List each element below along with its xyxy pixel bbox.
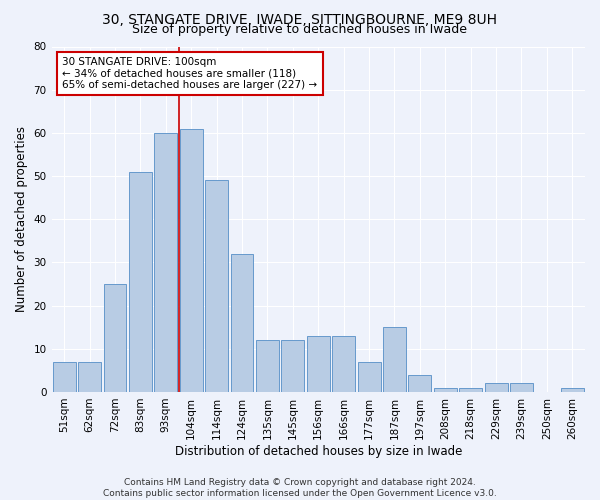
Bar <box>485 384 508 392</box>
Bar <box>256 340 279 392</box>
Text: Size of property relative to detached houses in Iwade: Size of property relative to detached ho… <box>133 22 467 36</box>
Text: 30, STANGATE DRIVE, IWADE, SITTINGBOURNE, ME9 8UH: 30, STANGATE DRIVE, IWADE, SITTINGBOURNE… <box>103 12 497 26</box>
Bar <box>180 128 203 392</box>
Bar <box>230 254 253 392</box>
Bar <box>307 336 330 392</box>
Bar <box>78 362 101 392</box>
Y-axis label: Number of detached properties: Number of detached properties <box>15 126 28 312</box>
Bar <box>358 362 380 392</box>
Bar <box>510 384 533 392</box>
X-axis label: Distribution of detached houses by size in Iwade: Distribution of detached houses by size … <box>175 444 462 458</box>
Text: Contains HM Land Registry data © Crown copyright and database right 2024.
Contai: Contains HM Land Registry data © Crown c… <box>103 478 497 498</box>
Bar <box>205 180 228 392</box>
Bar <box>409 374 431 392</box>
Bar <box>459 388 482 392</box>
Text: 30 STANGATE DRIVE: 100sqm
← 34% of detached houses are smaller (118)
65% of semi: 30 STANGATE DRIVE: 100sqm ← 34% of detac… <box>62 57 317 90</box>
Bar <box>154 133 177 392</box>
Bar <box>383 327 406 392</box>
Bar <box>129 172 152 392</box>
Bar <box>281 340 304 392</box>
Bar <box>434 388 457 392</box>
Bar <box>332 336 355 392</box>
Bar <box>53 362 76 392</box>
Bar <box>561 388 584 392</box>
Bar <box>104 284 127 392</box>
